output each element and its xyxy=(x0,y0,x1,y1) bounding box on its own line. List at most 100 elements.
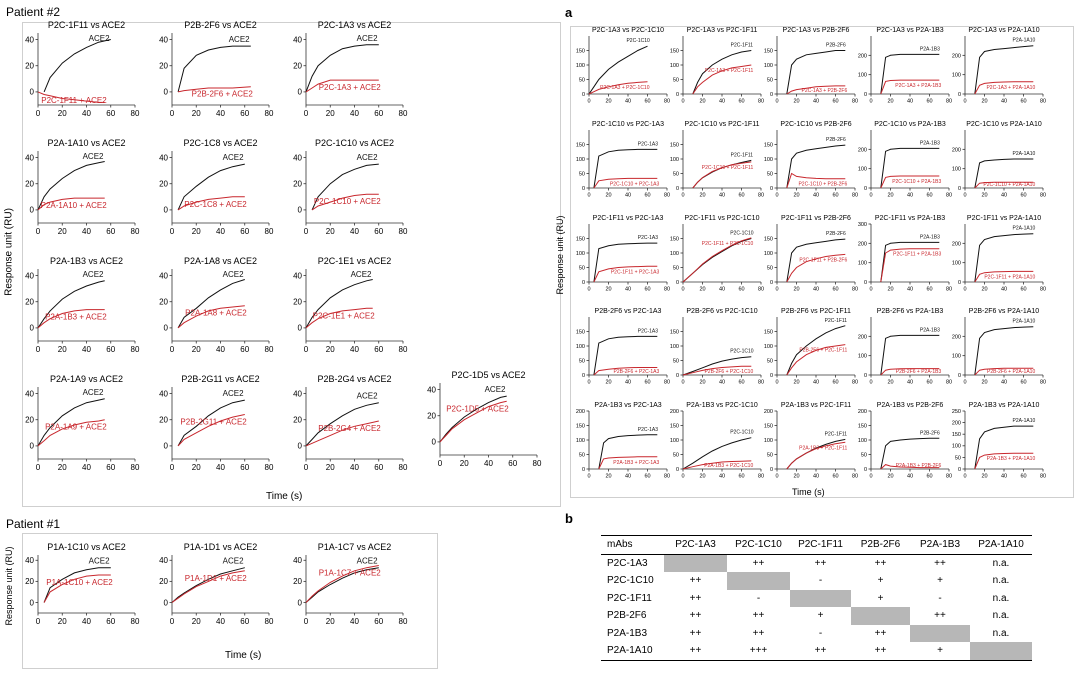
table-cell: - xyxy=(938,592,942,604)
series-label: P2B-2F6 + P2C-1F11 xyxy=(799,348,847,354)
table-cell: + xyxy=(877,575,884,587)
table-cell: n.a. xyxy=(992,575,1010,587)
reference-curve xyxy=(43,567,111,603)
table-cell: n.a. xyxy=(992,610,1010,622)
series-label: P2A-1B3 xyxy=(920,327,940,333)
y-tick-label: 0 xyxy=(864,467,867,473)
series-label: P2C-1A3 + P2A-1A10 xyxy=(986,85,1035,91)
y-tick-label: 100 xyxy=(764,63,773,69)
x-tick-label: 0 xyxy=(587,193,590,199)
x-tick-label: 60 xyxy=(240,227,249,236)
x-tick-label: 60 xyxy=(832,474,838,480)
y-tick-label: 20 xyxy=(427,412,436,421)
panel-title: P2B-2F6 vs P2A-1A10 xyxy=(969,308,1040,315)
x-tick-label: 20 xyxy=(887,193,893,199)
panel-title: P1A-1C10 vs ACE2 xyxy=(47,542,126,552)
sensorgram-panel: P2B-2F6 vs P2C-1C10 0 20 40 60 80 0 50 100 150 P2C… xyxy=(670,308,764,386)
series-label: P2C-1E1 + ACE2 xyxy=(313,311,376,320)
sensorgram-panel: P2B-2F6 vs P2A-1A10 0 20 40 60 80 0 100 200 P2A-1… xyxy=(952,308,1046,386)
y-tick-label: 0 xyxy=(298,442,303,451)
panel-title: P2C-1A3 vs P2A-1B3 xyxy=(876,27,943,34)
x-tick-label: 60 xyxy=(926,287,932,293)
x-tick-label: 20 xyxy=(326,227,335,236)
competition-curve xyxy=(593,177,658,189)
sensorgram-panel: P2C-1C10 vs P2C-1A3 0 20 40 60 80 0 50 100 150 P2C… xyxy=(576,121,670,199)
panel-title: P2C-1C10 vs P2B-2F6 xyxy=(780,121,851,128)
panel-title: P2C-1C10 vs P2A-1A10 xyxy=(966,121,1042,128)
y-tick-label: 100 xyxy=(576,344,585,350)
y-tick-label: 200 xyxy=(858,409,867,415)
y-tick-label: 100 xyxy=(670,344,679,350)
y-tick-label: 50 xyxy=(955,455,961,461)
series-label: P2A-1A10 xyxy=(1012,38,1035,44)
x-tick-label: 80 xyxy=(1040,287,1046,293)
series-label: ACE2 xyxy=(485,385,506,394)
y-tick-label: 0 xyxy=(298,88,303,97)
sensorgram-panel: P2C-1F11 vs P2A-1A10 0 20 40 60 80 0 100 200 P2A-… xyxy=(952,215,1046,293)
panel-title: P2B-2F6 vs P2C-1A3 xyxy=(595,308,662,315)
x-tick-label: 80 xyxy=(946,474,952,480)
sensorgram-panel: P2C-1F11 vs P2A-1B3 0 20 40 60 80 0 100 200 300 P2… xyxy=(858,215,952,293)
x-tick-label: 40 xyxy=(216,617,225,626)
competition-curve xyxy=(177,196,245,211)
series-label: P2C-1C10 + P2C-1F11 xyxy=(702,165,754,171)
series-label: ACE2 xyxy=(89,557,110,566)
y-tick-label: 40 xyxy=(293,153,302,162)
y-tick-label: 40 xyxy=(25,153,34,162)
row-label: P2A-1A10 xyxy=(601,642,664,661)
x-tick-label: 0 xyxy=(869,193,872,199)
y-tick-label: 150 xyxy=(764,142,773,148)
panel-title: P2C-1A3 vs ACE2 xyxy=(318,20,392,30)
table-cell: ++ xyxy=(814,557,827,569)
x-tick-label: 60 xyxy=(374,227,383,236)
reference-curve xyxy=(593,242,658,283)
y-tick-label: 150 xyxy=(764,236,773,242)
competition-curve xyxy=(880,368,940,376)
x-tick-label: 20 xyxy=(981,380,987,386)
reference-curve xyxy=(880,334,940,376)
x-tick-label: 40 xyxy=(813,287,819,293)
reference-curve xyxy=(880,53,940,95)
x-tick-label: 40 xyxy=(1001,287,1007,293)
x-tick-label: 40 xyxy=(907,380,913,386)
x-tick-label: 40 xyxy=(813,193,819,199)
x-tick-label: 60 xyxy=(738,380,744,386)
y-tick-label: 40 xyxy=(25,35,34,44)
y-tick-label: 0 xyxy=(582,280,585,286)
sensorgram-panel: P2C-1A3 vs P2C-1F11 0 20 40 60 80 0 50 100 150 P2C… xyxy=(670,27,764,105)
y-tick-label: 0 xyxy=(298,324,303,333)
y-tick-label: 0 xyxy=(864,373,867,379)
y-tick-label: 100 xyxy=(764,251,773,257)
panel-title: P2B-2F6 vs P2C-1F11 xyxy=(781,308,851,315)
sensorgram-panel: P2C-1C10 vs P2C-1F11 0 20 40 60 80 0 50 100 150 P2… xyxy=(670,121,764,199)
x-tick-label: 80 xyxy=(758,380,764,386)
x-tick-label: 60 xyxy=(926,474,932,480)
series-label: ACE2 xyxy=(223,153,244,162)
x-tick-label: 20 xyxy=(58,617,67,626)
panel-title: P2C-1C8 vs ACE2 xyxy=(183,138,257,148)
x-tick-label: 60 xyxy=(926,193,932,199)
table-cell: - xyxy=(756,592,761,604)
x-tick-label: 80 xyxy=(1040,380,1046,386)
y-tick-label: 50 xyxy=(673,77,679,83)
series-label: ACE2 xyxy=(83,388,104,397)
reference-curve xyxy=(974,45,1034,95)
x-tick-label: 40 xyxy=(625,287,631,293)
y-tick-label: 100 xyxy=(576,63,585,69)
series-label: P2C-1A3 + ACE2 xyxy=(319,83,382,92)
y-tick-label: 20 xyxy=(25,416,34,425)
x-tick-label: 60 xyxy=(1020,99,1026,105)
panel-title: P2C-1A3 vs P2A-1A10 xyxy=(968,27,1039,34)
x-tick-label: 80 xyxy=(758,99,764,105)
panel-a-ylabel: Response unit (RU) xyxy=(555,215,565,295)
y-tick-label: 200 xyxy=(952,421,961,427)
series-label: ACE2 xyxy=(83,270,104,279)
y-tick-label: 150 xyxy=(670,423,679,429)
x-tick-label: 60 xyxy=(106,109,115,118)
panel-title: P2C-1C10 vs P2C-1F11 xyxy=(685,121,760,128)
panel-title: P2A-1B3 vs P2C-1C10 xyxy=(686,402,758,409)
row-label: P2A-1B3 xyxy=(607,627,648,639)
sensorgram-panel: P2C-1E1 vs ACE2 0 20 40 60 80 0 20 40 ACE2 P2C-1E1… xyxy=(293,256,408,354)
series-label: P2C-1F11 xyxy=(825,431,848,437)
series-label: P2B-2F6 xyxy=(826,43,846,49)
